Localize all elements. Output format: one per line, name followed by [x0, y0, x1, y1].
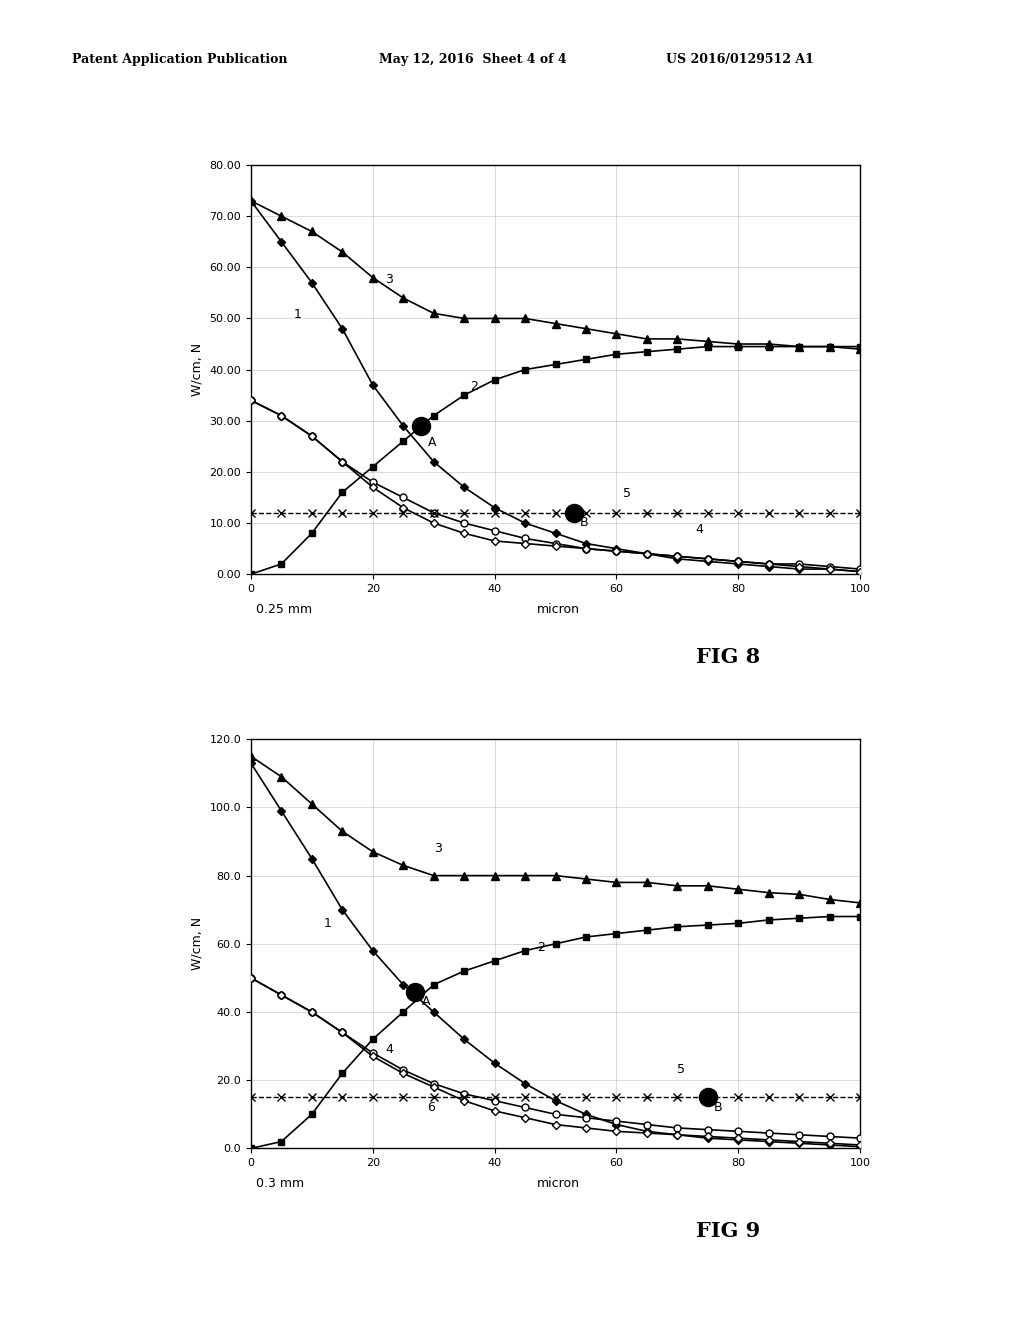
Text: FIG 9: FIG 9	[696, 1221, 761, 1241]
Text: 2: 2	[538, 941, 545, 953]
Text: FIG 8: FIG 8	[696, 647, 761, 667]
Text: A: A	[422, 995, 430, 1008]
Text: B: B	[714, 1101, 723, 1114]
Text: 5: 5	[623, 487, 631, 500]
Text: 6: 6	[428, 1101, 435, 1114]
Text: 4: 4	[695, 523, 703, 536]
Text: 3: 3	[385, 273, 393, 285]
Text: micron: micron	[537, 1177, 580, 1191]
Text: May 12, 2016  Sheet 4 of 4: May 12, 2016 Sheet 4 of 4	[379, 53, 566, 66]
Text: B: B	[580, 516, 589, 528]
Text: US 2016/0129512 A1: US 2016/0129512 A1	[666, 53, 813, 66]
Text: 1: 1	[324, 917, 332, 929]
Text: micron: micron	[537, 603, 580, 616]
Text: 3: 3	[434, 842, 441, 855]
Text: 2: 2	[470, 380, 478, 393]
Text: 5: 5	[678, 1064, 685, 1076]
Text: Patent Application Publication: Patent Application Publication	[72, 53, 287, 66]
Y-axis label: W/cm, N: W/cm, N	[190, 343, 204, 396]
Y-axis label: W/cm, N: W/cm, N	[190, 917, 204, 970]
Text: 0.25 mm: 0.25 mm	[256, 603, 312, 616]
Text: 4: 4	[385, 1043, 393, 1056]
Text: A: A	[428, 437, 436, 449]
Text: 1: 1	[294, 309, 301, 322]
Text: 0.3 mm: 0.3 mm	[256, 1177, 304, 1191]
